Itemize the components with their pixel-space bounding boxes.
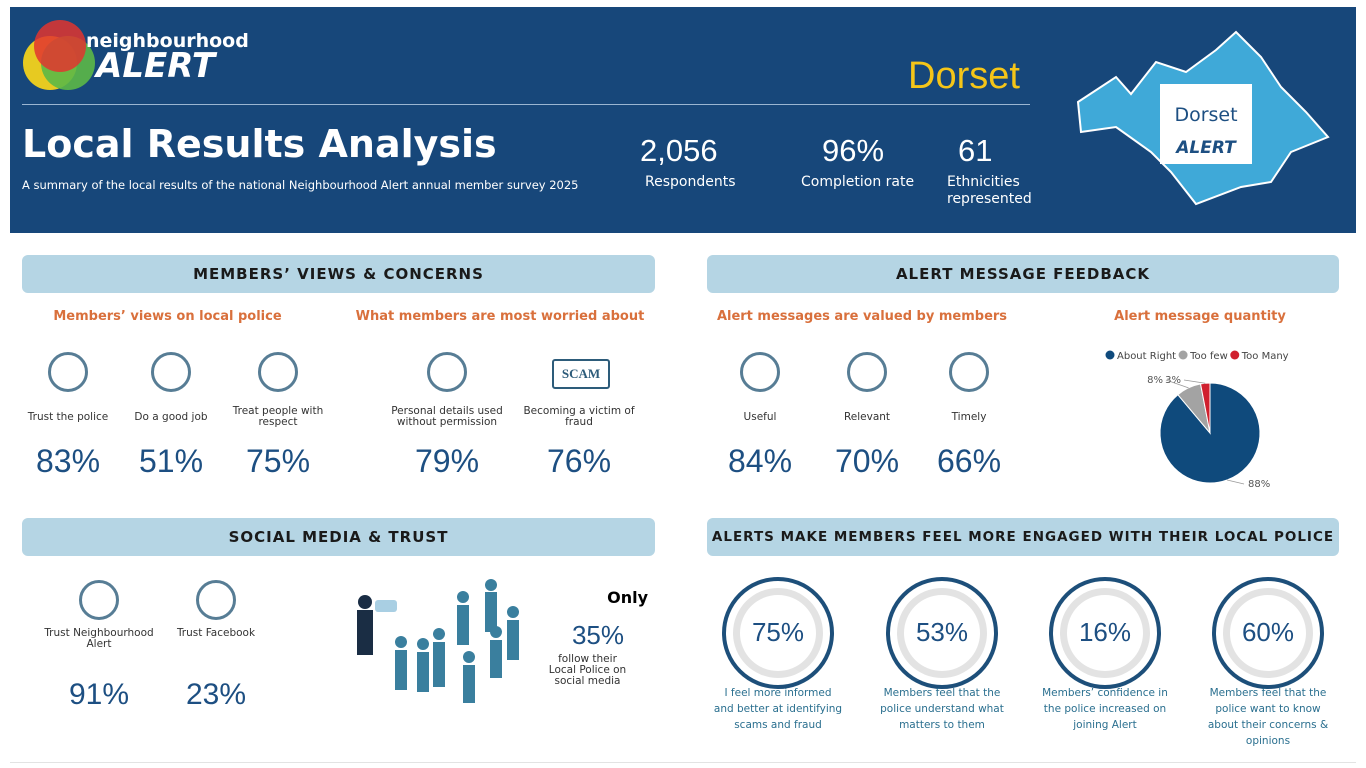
leader-line: [1165, 379, 1189, 389]
item-label: Trust Facebook: [176, 627, 256, 639]
logo-small: neighbourhood: [86, 30, 249, 52]
item-value: 83%: [35, 443, 101, 479]
item-value: 75%: [245, 443, 311, 479]
legend-swatch: [1105, 350, 1115, 360]
item-value: 91%: [68, 678, 130, 711]
icon: [427, 352, 467, 392]
stat-value: 2,056: [640, 133, 718, 168]
item-value: 23%: [185, 678, 247, 711]
people-illustration: [357, 579, 519, 703]
logo-big: ALERT: [96, 46, 216, 86]
item-value: 84%: [727, 443, 793, 479]
region: Dorset: [908, 55, 1020, 97]
engaged-value: 16%: [1078, 617, 1132, 647]
stat-label: Completion rate: [801, 174, 915, 190]
ring: [1212, 577, 1324, 689]
icon: [48, 352, 88, 392]
footer-line: [10, 762, 1356, 763]
pie-label: 3%: [1165, 375, 1181, 386]
follow-value: 35%: [571, 620, 625, 650]
item-label: Trust Neighbourhood Alert: [44, 627, 154, 650]
section-title: ALERT MESSAGE FEEDBACK: [707, 255, 1339, 293]
legend-swatch: [1230, 350, 1240, 360]
badge: [1160, 84, 1252, 164]
leader-line: [1227, 479, 1245, 485]
pie-label: 8%: [1147, 375, 1163, 386]
engaged-label: Members’ confidence in the police increa…: [1042, 687, 1168, 731]
subtitle: A summary of the local results of the na…: [22, 178, 579, 192]
follow-label: follow their Local Police on social medi…: [548, 653, 627, 687]
leader-line: [1183, 379, 1206, 384]
icon: [151, 352, 191, 392]
section-title: SOCIAL MEDIA & TRUST: [22, 518, 655, 556]
item-value: 66%: [936, 443, 1002, 479]
engaged-value: 60%: [1241, 617, 1295, 647]
badge-bottom: ALERT: [1176, 138, 1236, 158]
only-text: Only: [607, 588, 648, 607]
title: Local Results Analysis: [22, 122, 497, 166]
item-label: Treat people with respect: [232, 405, 324, 428]
item-label: Trust the police: [27, 411, 109, 423]
icon: [196, 580, 236, 620]
section-title: ALERTS MAKE MEMBERS FEEL MORE ENGAGED WI…: [707, 518, 1339, 556]
item-label: Timely: [951, 411, 987, 423]
engaged-label: I feel more informed and better at ident…: [713, 687, 843, 731]
legend-label: Too few: [1189, 351, 1228, 362]
icon: [847, 352, 887, 392]
item-label: Becoming a victim of fraud: [523, 405, 635, 428]
divider: [22, 104, 1030, 105]
sub-heading: Alert messages are valued by members: [716, 309, 1008, 324]
item-value: 70%: [834, 443, 900, 479]
engaged-value: 53%: [915, 617, 969, 647]
scam-icon: SCAM: [552, 359, 610, 389]
legend-label: Too Many: [1241, 351, 1289, 362]
item-label: Useful: [743, 411, 777, 423]
stat-value: 61: [958, 133, 993, 168]
icon: [79, 580, 119, 620]
pie-chart: About Right Too few Too Many 88% 8% 3%: [1105, 350, 1289, 490]
stat-label: Respondents: [645, 174, 736, 190]
item-label: Personal details used without permission: [391, 405, 503, 428]
badge-top: Dorset: [1174, 104, 1238, 126]
engaged-label: Members feel that the police understand …: [880, 687, 1004, 731]
pie-label: 88%: [1248, 479, 1270, 490]
legend-swatch: [1178, 350, 1188, 360]
item-label: Relevant: [843, 411, 891, 423]
sub-heading: Members’ views on local police: [53, 309, 282, 324]
item-label: Do a good job: [134, 411, 208, 423]
ring: [722, 577, 834, 689]
ring: [1049, 577, 1161, 689]
engaged-value: 75%: [751, 617, 805, 647]
icon: [740, 352, 780, 392]
icon: [258, 352, 298, 392]
legend-label: About Right: [1117, 351, 1176, 362]
section-title: MEMBERS’ VIEWS & CONCERNS: [22, 255, 655, 293]
item-value: 51%: [138, 443, 204, 479]
sub-heading: What members are most worried about: [355, 309, 645, 324]
item-value: 76%: [546, 443, 612, 479]
stat-label: Ethnicities represented: [947, 174, 1032, 207]
ring: [886, 577, 998, 689]
engaged-label: Members feel that the police want to kno…: [1207, 687, 1329, 747]
stat-value: 96%: [822, 133, 885, 168]
logo-circles: [23, 20, 95, 90]
sub-heading: Alert message quantity: [1114, 309, 1286, 324]
item-value: 79%: [414, 443, 480, 479]
icon: [949, 352, 989, 392]
